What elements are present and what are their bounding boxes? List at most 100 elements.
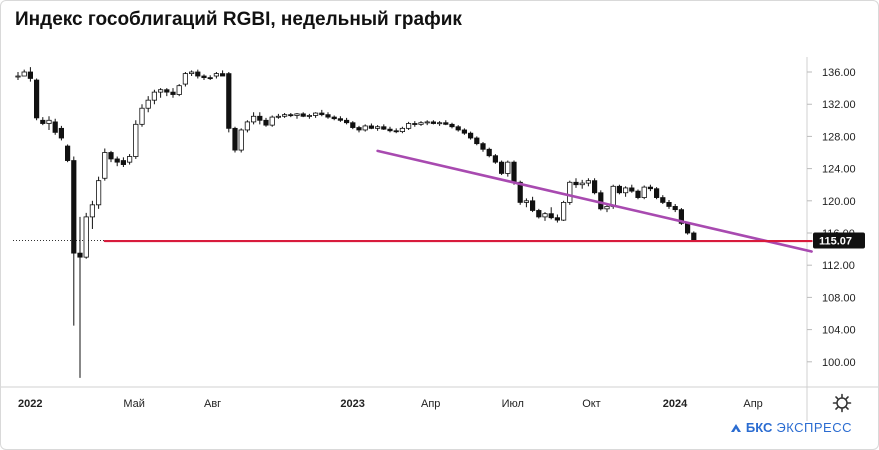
candle-body [505,161,511,174]
candle-body [666,202,672,207]
candle-body [96,180,102,206]
brand-icon [730,423,741,432]
candle-body [511,161,517,183]
candle-body [604,206,610,210]
candle-body [133,123,139,157]
candle-body [573,181,579,186]
candle-body [139,107,145,125]
settings-icon[interactable] [832,393,852,413]
last-price-label: 115.07 [819,235,852,247]
candle-body [157,89,164,93]
candle-body [412,123,418,125]
candle-body [275,115,282,118]
x-tick-label: Апр [421,398,440,410]
candle-body [660,197,666,203]
candle-body [387,128,393,132]
candle-body [523,200,530,203]
candle-body [102,152,108,179]
candle-body [672,206,678,211]
x-tick-label: 2024 [663,398,688,410]
candle-body [306,115,313,117]
candle-body [40,119,46,124]
candle-body [257,115,263,121]
candle-body [381,126,387,130]
candle-body [213,73,219,77]
x-tick-label: Окт [582,398,601,410]
brand-logo: БКС ЭКСПРЕСС [730,420,852,435]
candle-body [226,73,232,129]
candle-body [151,91,157,101]
candle-body [374,126,381,129]
brand-name: ЭКСПРЕСС [776,420,852,435]
y-tick-label: 104.00 [822,325,856,337]
candle-body [685,222,691,234]
candle-body [530,200,536,211]
candle-body [46,119,52,124]
candle-body [536,210,542,218]
candle-body [21,71,27,77]
candle-body [399,127,406,132]
candle-body [108,152,114,160]
grid-lines [1,57,878,421]
candle-body [480,143,486,150]
candle-body [263,119,269,126]
candle-body [238,129,244,151]
y-tick-label: 136.00 [822,67,856,79]
candle-body [616,185,623,194]
candle-body [89,204,95,218]
candle-body [592,180,598,194]
x-tick-label: Апр [743,398,762,410]
trend-line [376,149,813,253]
candle-body [52,121,58,133]
trend-lines [103,149,813,253]
candle-body [71,160,77,254]
candle-body [77,252,83,258]
candle-body [83,216,89,258]
candle-body [424,121,430,124]
candle-body [281,114,288,117]
candle-body [219,73,226,77]
y-axis: 136.00132.00128.00124.00120.00116.00112.… [807,67,856,369]
candle-body [294,113,300,116]
candle-body [647,186,654,190]
last-price-badge [813,232,865,249]
candle-body [585,180,592,184]
candle-body [15,75,21,78]
candle-body [58,127,65,139]
candle-body [678,209,685,224]
candle-body [27,71,34,79]
x-tick-label: Июл [502,398,524,410]
candle-body [610,185,616,207]
candle-body [691,232,697,241]
candle-body [393,130,399,133]
candle-body [127,156,133,163]
candle-body [629,187,635,192]
candle-body [492,155,499,163]
candle-body [145,99,151,109]
candle-body [362,125,368,131]
x-tick-label: Май [123,398,145,410]
candle-body [623,187,629,194]
candle-body [325,114,331,118]
candles [15,67,697,378]
candle-body [635,190,641,198]
candle-body [269,116,275,126]
candle-body [567,181,573,203]
candle-body [443,122,449,125]
candle-body [164,89,170,93]
candle-body [467,132,474,139]
candle-body [498,161,505,174]
candle-body [195,71,201,77]
candle-body [244,121,250,131]
candle-body [561,202,567,221]
y-tick-label: 128.00 [822,131,856,143]
brand-mark: БКС [745,420,773,435]
candle-body [436,122,443,125]
candle-body [34,79,40,119]
candle-body [300,113,306,117]
candle-body [312,112,319,116]
y-tick-label: 120.00 [822,196,856,208]
candle-body [368,125,375,129]
y-tick-label: 108.00 [822,292,856,304]
